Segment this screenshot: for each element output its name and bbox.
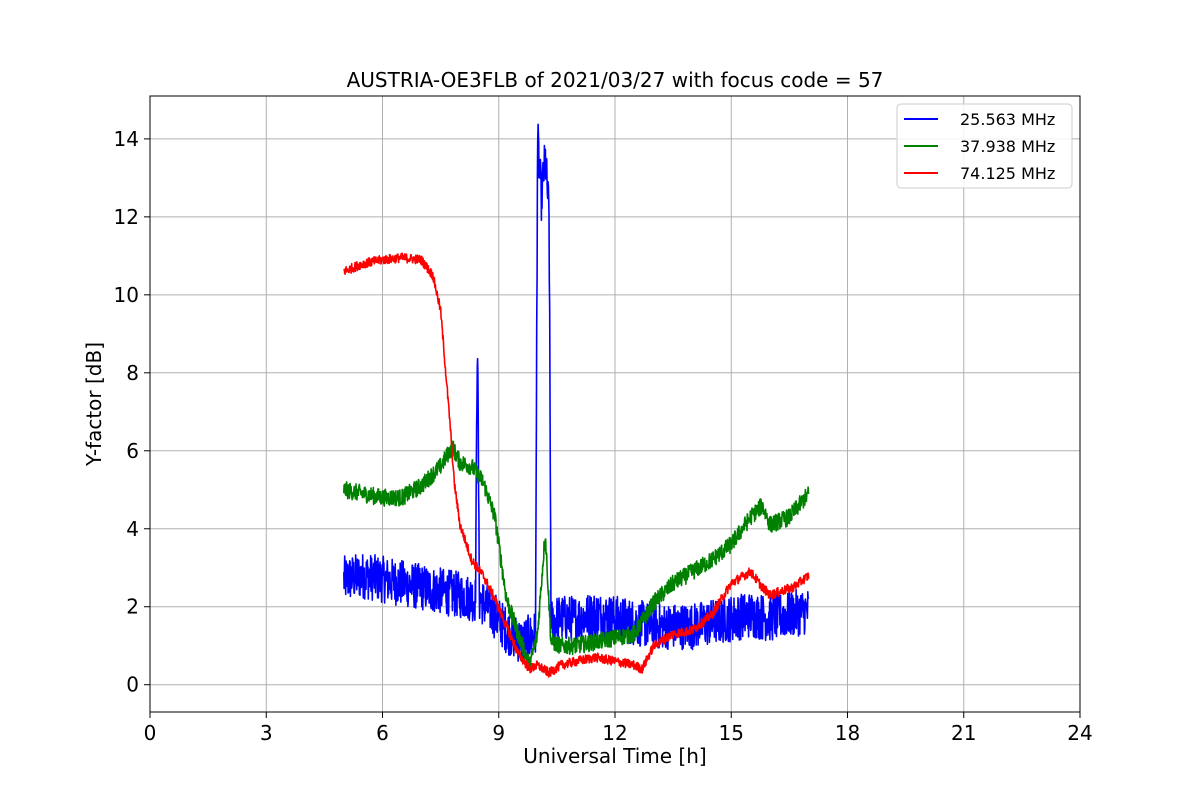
x-tick-label: 15 — [719, 721, 744, 745]
y-tick-label: 2 — [126, 595, 139, 619]
series-line-2 — [343, 440, 810, 674]
x-tick-label: 24 — [1067, 721, 1092, 745]
y-tick-label: 12 — [114, 205, 139, 229]
legend-label: 25.563 MHz — [960, 110, 1055, 129]
x-tick-label: 3 — [260, 721, 273, 745]
y-tick-label: 6 — [126, 439, 139, 463]
legend: 25.563 MHz 37.938 MHz 74.125 MHz — [896, 103, 1073, 189]
x-tick-label: 6 — [376, 721, 389, 745]
y-tick-label: 14 — [114, 127, 139, 151]
chart-title: AUSTRIA-OE3FLB of 2021/03/27 with focus … — [347, 68, 884, 92]
y-tick-label: 4 — [126, 517, 139, 541]
y-axis-title: Y-factor [dB] — [82, 342, 106, 467]
series-line-3 — [343, 252, 810, 678]
legend-label: 74.125 MHz — [960, 164, 1055, 183]
x-tick-label: 9 — [492, 721, 505, 745]
x-tick-label: 12 — [602, 721, 627, 745]
x-axis-title: Universal Time [h] — [523, 744, 706, 768]
y-tick-label: 8 — [126, 361, 139, 385]
x-tick-label: 21 — [951, 721, 976, 745]
legend-label: 37.938 MHz — [960, 137, 1055, 156]
y-tick-label: 0 — [126, 673, 139, 697]
x-tick-label: 18 — [835, 721, 860, 745]
x-tick-label: 0 — [144, 721, 157, 745]
legend-box — [896, 103, 1073, 189]
series-layer — [343, 123, 810, 678]
y-tick-label: 10 — [114, 283, 139, 307]
